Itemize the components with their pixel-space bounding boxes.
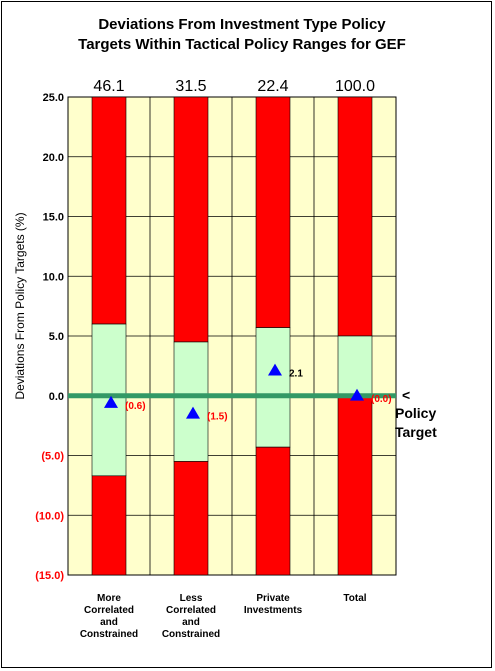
bar-below-range xyxy=(173,461,209,576)
bar-top-value: 46.1 xyxy=(93,78,124,95)
bar-in-range xyxy=(91,323,127,477)
category-label: and xyxy=(182,617,200,628)
bar-top-value: 22.4 xyxy=(257,78,288,95)
y-axis-title: Deviations From Policy Targets (%) xyxy=(13,212,27,399)
deviation-marker xyxy=(350,388,364,401)
annotation-line: Policy xyxy=(395,405,436,421)
y-tick-label: 25.0 xyxy=(43,92,64,104)
bar-above-range xyxy=(173,96,209,343)
y-tick-label: 20.0 xyxy=(43,152,64,164)
category-label: Total xyxy=(343,593,366,604)
bar-top-value: 100.0 xyxy=(335,78,375,95)
y-axis-label: Deviations From Policy Targets (%) xyxy=(13,212,27,399)
bar-below-range xyxy=(337,395,373,576)
y-tick-label: 10.0 xyxy=(43,271,64,283)
category-label: Private xyxy=(256,593,290,604)
category-label: Correlated xyxy=(84,605,134,616)
category-label: Investments xyxy=(244,605,303,616)
bar-above-range xyxy=(337,96,373,337)
deviation-marker xyxy=(186,406,200,419)
deviation-label: 2.1 xyxy=(289,369,303,380)
deviation-marker xyxy=(104,395,118,408)
chart-title-line: Targets Within Tactical Policy Ranges fo… xyxy=(78,36,406,53)
bar-below-range xyxy=(91,475,127,576)
deviation-markers: (0.6) (1.5) 2.1 (0.0) xyxy=(104,363,392,423)
category-label: and xyxy=(100,617,118,628)
y-tick-label: 0.0 xyxy=(49,391,64,403)
annotation-line: Target xyxy=(395,424,437,440)
bars xyxy=(91,96,373,576)
bar-top-value: 31.5 xyxy=(175,78,206,95)
category-label: Constrained xyxy=(162,629,220,640)
category-label: Correlated xyxy=(166,605,216,616)
y-tick-label: (5.0) xyxy=(41,451,64,463)
top-values: 46.1 31.5 22.4 100.0 xyxy=(93,78,375,95)
y-tick-label: 5.0 xyxy=(49,331,64,343)
chart-title: Deviations From Investment Type Policy Ta… xyxy=(78,16,406,53)
category-label: More xyxy=(97,593,121,604)
chart-title-line: Deviations From Investment Type Policy xyxy=(98,16,386,33)
deviation-label: (0.6) xyxy=(125,401,146,412)
category-label: Constrained xyxy=(80,629,138,640)
bar-in-range xyxy=(173,341,209,462)
bar-above-range xyxy=(91,96,127,325)
deviation-label: (1.5) xyxy=(207,412,228,423)
annotation-line: < xyxy=(402,387,410,403)
x-axis-categories: MoreCorrelatedandConstrainedLessCorrelat… xyxy=(80,593,367,640)
y-axis-ticks: 25.0 20.0 15.0 10.0 5.0 0.0 (5.0) (10.0) (15.0) xyxy=(35,92,64,582)
bar-below-range xyxy=(255,446,291,576)
bar-above-range xyxy=(255,96,291,328)
bar-in-range xyxy=(255,327,291,448)
y-tick-label: (10.0) xyxy=(35,510,64,522)
category-label: Less xyxy=(180,593,203,604)
deviation-label: (0.0) xyxy=(371,394,392,405)
y-tick-label: 15.0 xyxy=(43,212,64,224)
deviation-marker xyxy=(268,363,282,376)
bar-in-range xyxy=(337,335,373,397)
policy-target-annotation: < Policy Target xyxy=(395,387,437,440)
y-tick-label: (15.0) xyxy=(35,570,64,582)
